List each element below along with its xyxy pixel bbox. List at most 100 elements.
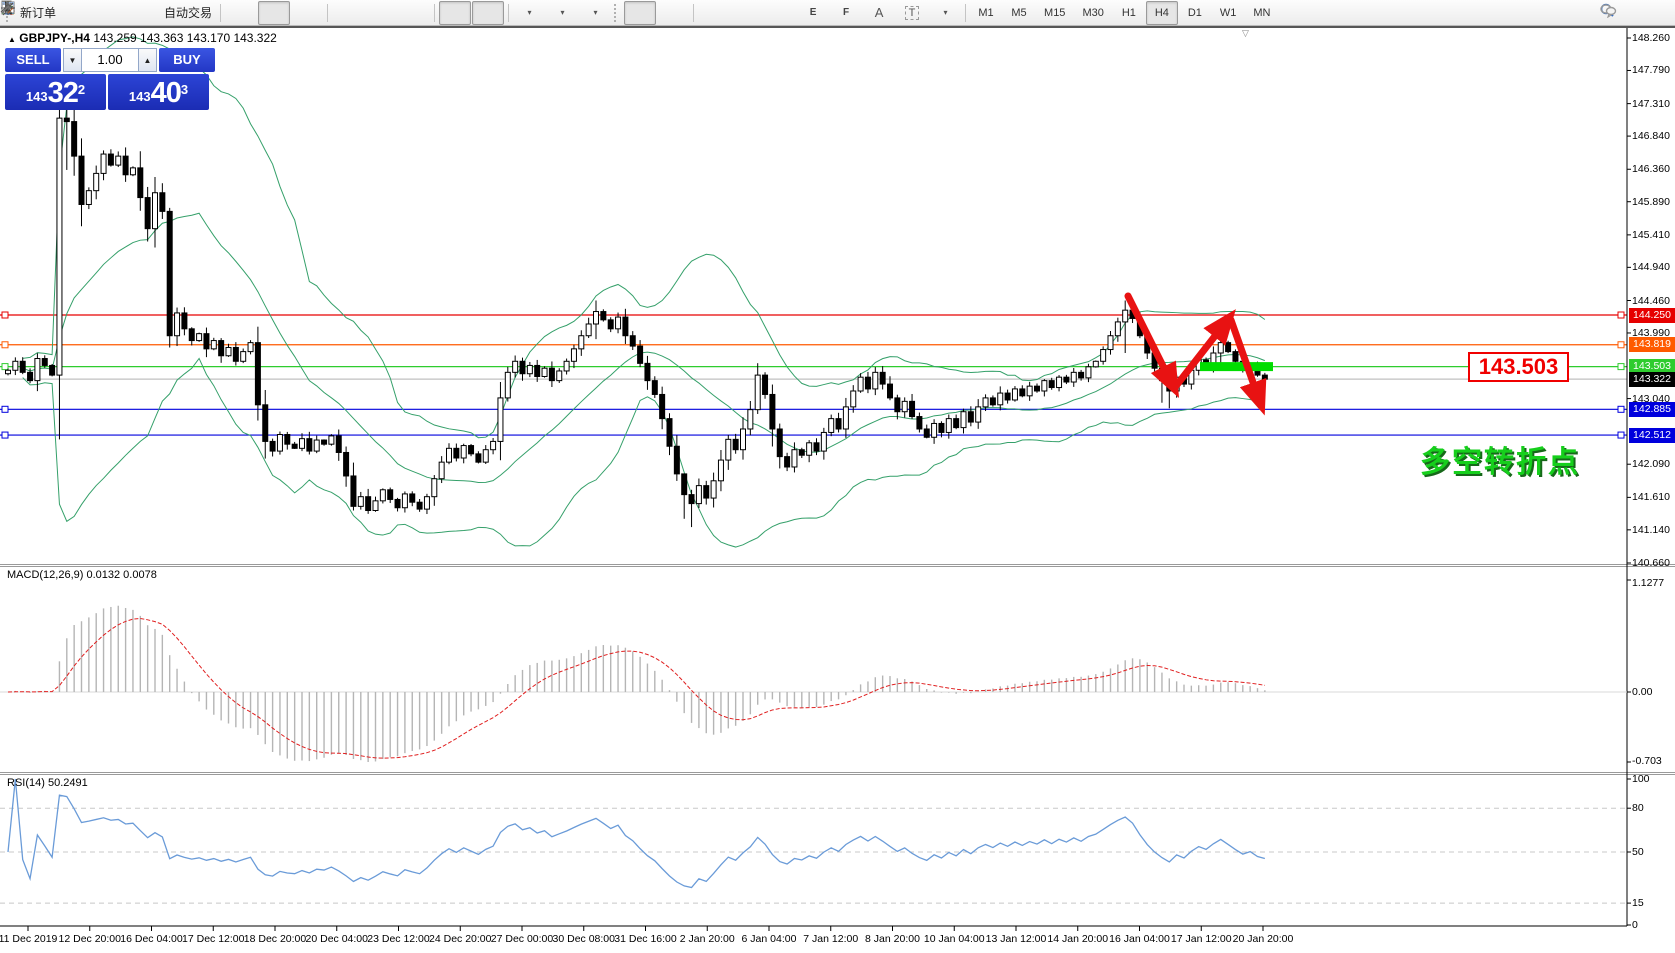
candle-body [960,411,967,429]
candle-body [548,367,555,382]
chat-button[interactable] [1600,2,1669,26]
trendline-button[interactable] [1,1,796,25]
line-chart-button[interactable] [1,1,323,25]
timeframe-m1-button[interactable]: M1 [978,6,994,19]
collapse-marker-icon[interactable]: ▲ [8,35,16,44]
line-handle[interactable] [1,311,9,319]
candle-body [798,449,805,456]
signal-button[interactable] [1,1,159,25]
line-handle[interactable] [1617,311,1625,319]
line-handle[interactable] [1617,363,1625,371]
timeframe-d1-button[interactable]: D1 [1187,6,1202,19]
line-handle[interactable] [1,363,9,371]
candle-body [791,449,798,468]
separator [965,3,967,22]
time-axis-label: 20 Jan 20:00 [1232,933,1294,945]
candle-body [335,435,342,453]
timeframe-m30-button[interactable]: M30 [1082,6,1104,19]
line-handle[interactable] [1,431,9,439]
fibonacci-button[interactable]: F [2,1,862,25]
price-level-chip[interactable]: 143.503 [1629,359,1675,375]
toolbar-drag-handle [614,3,621,22]
timeframe-w1-button[interactable]: W1 [1219,6,1237,19]
candle-body [328,435,335,445]
bar-chart-button[interactable] [2,1,257,25]
timeframe-h1-button[interactable]: H1 [1121,6,1136,19]
text-button[interactable]: A [863,1,895,25]
candle-body [1232,351,1239,362]
candle-body [732,438,739,451]
candle-body [269,440,276,452]
candle-body [27,371,34,382]
line-handle[interactable] [1,405,9,413]
trend-arrow[interactable] [1124,292,1180,399]
vertical-line-button[interactable] [7,1,730,25]
price-level-chip[interactable]: 143.819 [1629,337,1675,353]
candle-body [593,311,599,325]
candle-body [350,475,357,507]
horizontal-line-button[interactable] [2,1,763,25]
chevron-down-icon[interactable]: ▾ [593,8,598,17]
timeframe-mn-button[interactable]: MN [1253,6,1271,19]
candle-body [372,500,379,512]
line-handle[interactable] [1617,431,1625,439]
line-handle[interactable] [1,341,9,349]
trend-arrow[interactable] [1172,309,1236,390]
line-handle[interactable] [1617,405,1625,413]
buy-price-button[interactable]: 143 40 3 [108,74,209,110]
text-label-button[interactable]: T [896,1,928,25]
tile-windows-button[interactable] [2,1,430,25]
sell-button[interactable]: SELL [5,48,61,72]
candlestick-chart-button[interactable] [2,0,291,25]
one-click-trading-panel: SELL ▼ 1.00 ▲ BUY 143 32 2 143 40 3 [5,48,215,110]
price-level-chip[interactable]: 144.250 [1629,307,1675,323]
indicators-button[interactable]: ▾ [1,1,545,25]
volume-down-button[interactable]: ▼ [63,48,82,72]
data-window-button[interactable] [1,1,126,25]
chevron-down-icon[interactable]: ▾ [560,8,565,17]
zoom-out-button[interactable] [1,1,397,25]
macd-axis-label: 1.1277 [1632,577,1665,589]
timeframe-h4-button[interactable]: H4 [1145,0,1178,25]
pane-splitter[interactable] [0,566,1675,567]
chart-shift-marker[interactable]: ▽ [1242,28,1249,38]
new-order-label: 新订单 [20,6,57,20]
pane-splitter[interactable] [0,774,1675,775]
timeframe-m15-button[interactable]: M15 [1044,6,1066,19]
pivot-note-text[interactable]: 多空转折点 [1420,446,1580,479]
candle-body [931,422,938,438]
templates-button[interactable]: ▾ [1,1,611,25]
candle-body [78,155,85,205]
periods-button[interactable]: ▾ [1,1,578,25]
pane-splitter[interactable] [0,772,1675,773]
timeframe-m5-button[interactable]: M5 [1011,6,1027,19]
crosshair-button[interactable] [1,1,689,25]
trend-arrow[interactable] [1227,316,1267,416]
chart-shift-button[interactable] [1,0,505,25]
price-callout-box[interactable]: 143.503 [1468,352,1569,382]
zoom-in-button[interactable] [1,1,364,25]
volume-up-button[interactable]: ▲ [138,48,157,72]
candle-body [1004,392,1011,401]
sell-price-button[interactable]: 143 32 2 [5,74,106,110]
candle-body [5,369,11,375]
cursor-button[interactable] [5,0,657,25]
equidistant-channel-button[interactable]: E [0,1,829,25]
market-watch-button[interactable] [2,1,93,25]
chevron-down-icon[interactable]: ▾ [527,8,532,17]
candle-body [1107,335,1114,351]
new-order-button[interactable]: 新订单 [1,0,60,25]
price-level-chip[interactable]: 142.512 [1629,427,1675,443]
volume-input[interactable]: 1.00 [82,48,138,72]
pane-splitter[interactable] [0,564,1675,565]
green-level-highlight[interactable] [1200,362,1273,372]
price-axis-label: 141.140 [1632,523,1670,536]
buy-button[interactable]: BUY [159,48,215,72]
chevron-down-icon[interactable]: ▾ [943,8,948,17]
auto-trading-button[interactable]: 自动交易 [2,1,216,25]
price-level-chip[interactable]: 142.885 [1629,401,1675,417]
arrows-button[interactable]: ▾ [2,1,961,25]
auto-scroll-button[interactable] [1,0,472,25]
line-handle[interactable] [1617,341,1625,349]
